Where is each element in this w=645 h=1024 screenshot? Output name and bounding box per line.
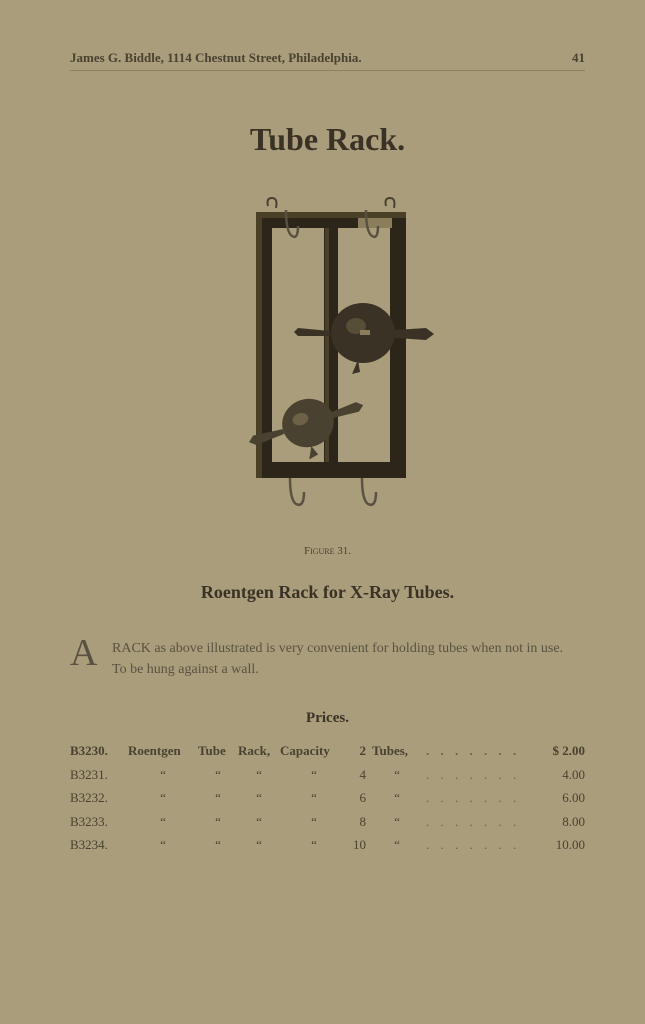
price-row: B3234.““““10“. . . . . . . .10.00	[70, 835, 585, 855]
leader-dots: . . . . . . . .	[422, 741, 527, 761]
price-row: B3233.““““8“. . . . . . . .8.00	[70, 812, 585, 832]
tube-rack-illustration	[198, 188, 458, 528]
leader-dots: . . . . . . . .	[422, 835, 527, 855]
item-description: RoentgenTubeRack,Capacity2Tubes,	[128, 741, 422, 761]
item-description: ““““8“	[128, 812, 422, 832]
header-text: James G. Biddle, 1114 Chestnut Street, P…	[70, 50, 362, 66]
price: $ 2.00	[527, 741, 585, 761]
quantity: 10	[348, 835, 372, 855]
leader-dots: . . . . . . . .	[422, 812, 527, 832]
quantity: 4	[348, 765, 372, 785]
item-description: ““““6“	[128, 788, 422, 808]
leader-dots: . . . . . . . .	[422, 765, 527, 785]
figure-caption: Figure 31.	[70, 545, 585, 557]
description-text: RACK as above illustrated is very conven…	[112, 641, 577, 677]
item-description: ““““4“	[128, 765, 422, 785]
price-row: B3232.““““6“. . . . . . . .6.00	[70, 788, 585, 808]
page-title: Tube Rack.	[70, 121, 585, 158]
page-header: James G. Biddle, 1114 Chestnut Street, P…	[70, 50, 585, 71]
quantity: 6	[348, 788, 372, 808]
prices-heading: Prices.	[70, 710, 585, 727]
item-description: ““““10“	[128, 835, 422, 855]
catalog-number: B3231.	[70, 765, 128, 785]
catalog-number: B3233.	[70, 812, 128, 832]
description-paragraph: A RACK as above illustrated is very conv…	[70, 638, 585, 680]
subtitle: Roentgen Rack for X-Ray Tubes.	[70, 582, 585, 603]
dropcap: A	[70, 634, 97, 672]
leader-dots: . . . . . . . .	[422, 788, 527, 808]
catalog-number: B3230.	[70, 741, 128, 761]
quantity: 2	[348, 741, 372, 761]
price-row: B3230.RoentgenTubeRack,Capacity2Tubes,. …	[70, 741, 585, 761]
price: 10.00	[527, 835, 585, 855]
price-table: B3230.RoentgenTubeRack,Capacity2Tubes,. …	[70, 741, 585, 855]
quantity: 8	[348, 812, 372, 832]
page-number: 41	[572, 50, 585, 66]
price: 4.00	[527, 765, 585, 785]
price: 6.00	[527, 788, 585, 808]
catalog-number: B3232.	[70, 788, 128, 808]
catalog-number: B3234.	[70, 835, 128, 855]
figure-illustration	[70, 188, 585, 533]
price: 8.00	[527, 812, 585, 832]
price-row: B3231.““““4“. . . . . . . .4.00	[70, 765, 585, 785]
